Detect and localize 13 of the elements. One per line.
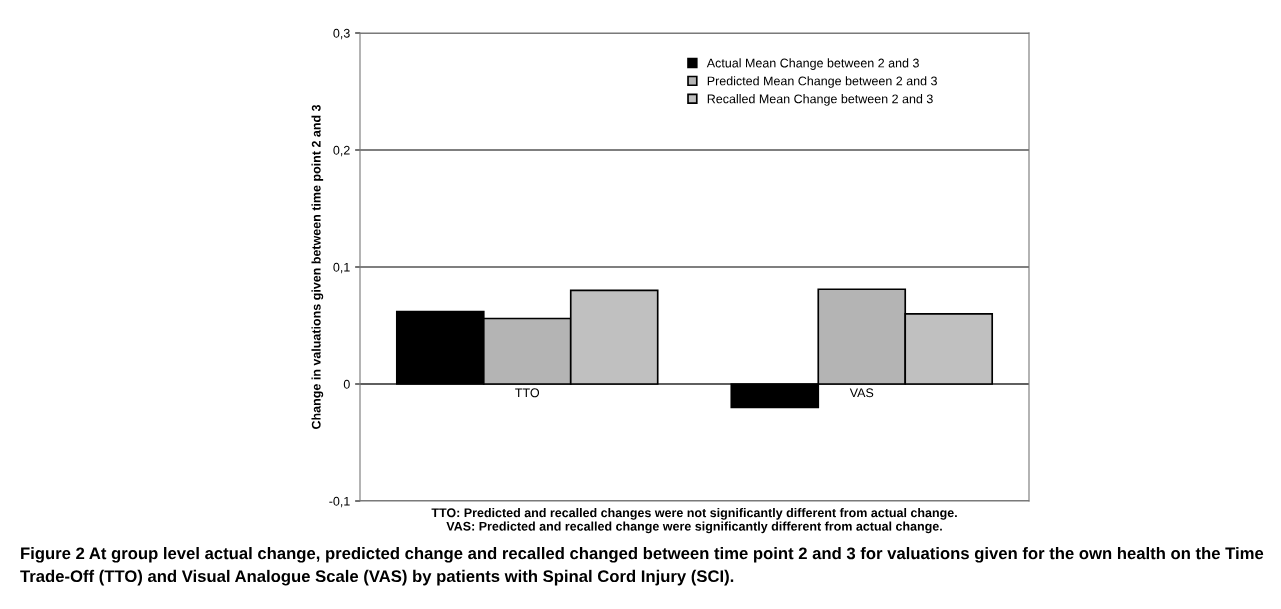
y-axis-title: Change in valuations given between time point 2 and 3 xyxy=(311,104,324,429)
text: TTO: Predicted and recalled changes were not significantly different from actual change. VAS: Predicted and recalled change were significantly different from actual change. xyxy=(431,508,957,534)
y-tick-label: 0,1 xyxy=(333,262,350,274)
x-tick-label: VAS xyxy=(849,388,874,398)
legend-label: Predicted Mean Change between 2 and 3 xyxy=(707,76,937,88)
legend-label: Actual Mean Change between 2 and 3 xyxy=(706,58,919,70)
y-tick-label: 0,2 xyxy=(333,145,350,157)
legend-label: Recalled Mean Change between 2 and 3 xyxy=(707,94,933,106)
x-tick-label: TTO xyxy=(515,388,540,398)
y-tick-label: -0,1 xyxy=(329,496,350,508)
y-tick-label: 0 xyxy=(343,379,350,389)
y-tick-label: 0,3 xyxy=(333,28,350,40)
caption: Figure 2 At group level actual change, predicted change and recalled changed between time point 2 and 3 for valuations given for the own health on the Time Trade-Off (TTO) and Visual Analogue Scale (VAS) by patients with Spinal Cord Injury (SCI). xyxy=(20,547,1264,586)
